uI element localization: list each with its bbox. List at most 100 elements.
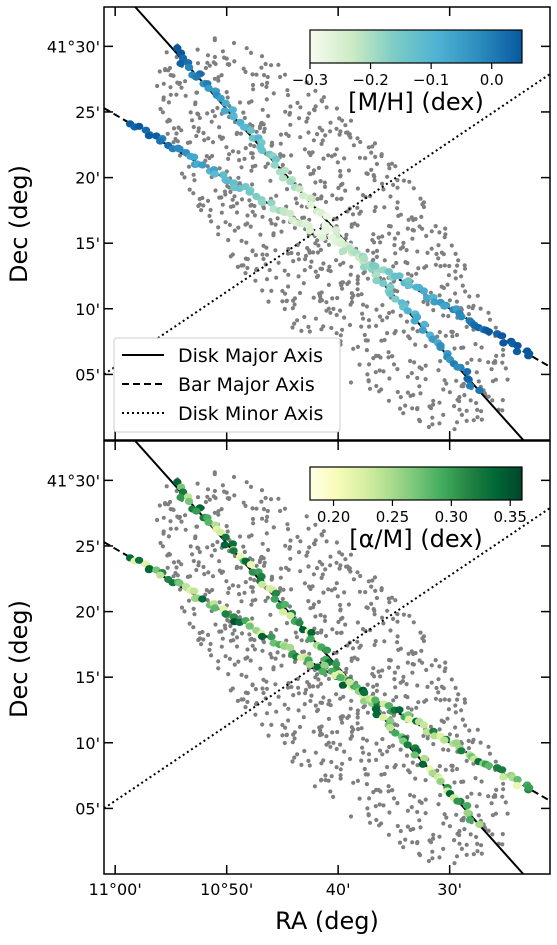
background-point bbox=[249, 585, 254, 590]
colored-point bbox=[440, 302, 449, 310]
colored-point bbox=[420, 320, 429, 328]
background-point bbox=[454, 812, 459, 817]
background-point bbox=[452, 427, 457, 432]
colored-point bbox=[271, 155, 281, 163]
background-point bbox=[392, 670, 397, 675]
colored-point bbox=[385, 724, 395, 732]
colored-point bbox=[257, 146, 267, 155]
background-point bbox=[442, 263, 447, 268]
background-point bbox=[250, 72, 255, 77]
background-point bbox=[210, 153, 215, 159]
colored-point bbox=[280, 166, 290, 175]
background-point bbox=[207, 647, 212, 653]
background-point bbox=[346, 602, 351, 607]
background-point bbox=[252, 144, 257, 149]
background-point bbox=[479, 417, 484, 422]
background-point bbox=[311, 107, 317, 112]
background-point bbox=[187, 187, 192, 192]
background-point bbox=[365, 710, 370, 715]
background-point bbox=[397, 840, 403, 845]
background-point bbox=[311, 168, 317, 173]
background-point bbox=[454, 733, 459, 738]
background-point bbox=[217, 559, 222, 564]
background-point bbox=[322, 618, 328, 624]
background-point bbox=[367, 758, 372, 763]
colored-point bbox=[475, 820, 484, 829]
background-point bbox=[467, 728, 472, 733]
background-point bbox=[266, 299, 271, 304]
background-point bbox=[357, 645, 362, 650]
background-point bbox=[358, 139, 363, 145]
background-point bbox=[254, 702, 259, 707]
background-point bbox=[385, 608, 390, 613]
colored-point bbox=[462, 368, 472, 376]
background-point bbox=[251, 521, 256, 526]
background-point bbox=[248, 484, 254, 489]
background-point bbox=[243, 503, 248, 508]
background-point bbox=[209, 219, 214, 224]
background-point bbox=[466, 746, 471, 751]
background-point bbox=[219, 73, 224, 78]
background-point bbox=[280, 288, 285, 294]
colorbar-tick-label: −0.3 bbox=[292, 71, 328, 89]
background-point bbox=[283, 291, 288, 296]
background-point bbox=[199, 208, 204, 213]
background-point bbox=[362, 332, 367, 338]
background-point bbox=[158, 540, 163, 546]
background-point bbox=[391, 616, 396, 622]
background-point bbox=[373, 639, 378, 644]
background-point bbox=[355, 570, 360, 575]
colored-point bbox=[144, 566, 154, 574]
background-point bbox=[434, 251, 439, 257]
background-point bbox=[363, 156, 368, 161]
background-point bbox=[403, 260, 408, 265]
background-point bbox=[324, 308, 329, 313]
background-point bbox=[390, 743, 395, 748]
background-point bbox=[182, 175, 187, 180]
colored-point bbox=[267, 633, 276, 641]
background-point bbox=[385, 174, 390, 179]
background-point bbox=[393, 598, 398, 603]
background-point bbox=[313, 538, 318, 543]
background-point bbox=[388, 658, 393, 663]
background-point bbox=[308, 698, 313, 704]
background-point bbox=[351, 577, 356, 582]
background-point bbox=[344, 232, 349, 237]
background-point bbox=[279, 663, 284, 668]
background-point bbox=[223, 220, 228, 225]
background-point bbox=[265, 161, 270, 166]
background-point bbox=[155, 517, 160, 523]
colored-point bbox=[220, 541, 229, 549]
background-point bbox=[393, 685, 398, 690]
background-point bbox=[282, 306, 287, 312]
background-point bbox=[365, 372, 370, 377]
background-point bbox=[408, 358, 413, 364]
background-point bbox=[207, 63, 212, 68]
background-point bbox=[321, 261, 326, 266]
background-point bbox=[355, 778, 360, 784]
background-point bbox=[436, 243, 441, 248]
background-point bbox=[431, 742, 436, 747]
background-point bbox=[243, 69, 248, 74]
background-point bbox=[206, 570, 211, 575]
background-point bbox=[301, 215, 307, 220]
background-point bbox=[163, 501, 168, 506]
background-point bbox=[236, 225, 241, 230]
background-point bbox=[441, 747, 446, 752]
colored-point bbox=[305, 227, 315, 235]
background-point bbox=[319, 327, 324, 332]
background-point bbox=[395, 367, 400, 372]
background-point bbox=[195, 495, 201, 500]
background-point bbox=[171, 126, 177, 131]
background-point bbox=[319, 761, 324, 766]
colored-point bbox=[175, 145, 184, 153]
background-point bbox=[454, 378, 459, 383]
background-point bbox=[243, 271, 248, 276]
y-tick-label: 25' bbox=[75, 103, 100, 122]
background-point bbox=[393, 251, 398, 256]
background-point bbox=[196, 203, 201, 209]
background-point bbox=[161, 81, 166, 86]
background-point bbox=[409, 273, 414, 278]
background-point bbox=[415, 329, 420, 334]
background-point bbox=[209, 653, 214, 658]
